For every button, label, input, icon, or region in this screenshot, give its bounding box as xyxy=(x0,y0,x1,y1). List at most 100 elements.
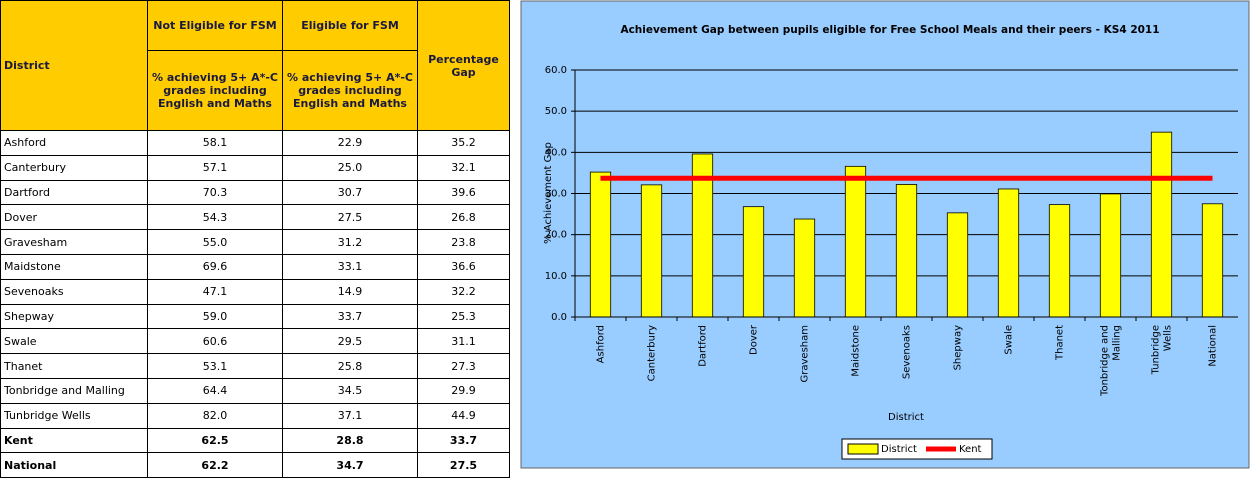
x-tick-label-line: Sevenoaks xyxy=(902,325,913,379)
bar xyxy=(946,212,969,318)
table-row: Canterbury 57.1 25.0 32.1 xyxy=(0,154,510,181)
bar xyxy=(895,184,918,318)
table-row: Dover 54.3 27.5 26.8 xyxy=(0,204,510,231)
table-cell: 53.1 xyxy=(147,353,283,379)
x-tick-label-line: Tunbridge xyxy=(1151,325,1162,375)
x-tick-label: Maidstone xyxy=(851,325,862,377)
table-row: Tonbridge and Malling 64.4 34.5 29.9 xyxy=(0,377,510,404)
bar xyxy=(997,188,1020,318)
x-tick-label-line: National xyxy=(1208,325,1219,367)
table-cell: 23.8 xyxy=(417,229,510,255)
table-row: Tunbridge Wells 82.0 37.1 44.9 xyxy=(0,402,510,429)
x-tick-label-line: Wells xyxy=(1163,325,1174,351)
table-cell: Dartford xyxy=(0,179,148,206)
header-measure: % achieving 5+ A*-C grades including Eng… xyxy=(282,50,418,131)
bar xyxy=(1201,203,1224,318)
y-tick-label: 40.0 xyxy=(545,147,567,158)
x-tick-label-line: Tonbridge and xyxy=(1100,325,1111,397)
x-tick-label-line: Shepway xyxy=(953,325,964,370)
table-cell: 69.6 xyxy=(147,253,283,280)
table-cell: 25.3 xyxy=(417,303,510,330)
bar xyxy=(793,218,816,318)
x-tick-label: Swale xyxy=(1004,325,1015,355)
y-tick-label: 20.0 xyxy=(545,230,567,241)
table-cell: 36.6 xyxy=(417,253,510,280)
table-cell: Gravesham xyxy=(0,229,148,255)
header-district: District xyxy=(0,0,148,131)
bar xyxy=(844,165,867,318)
bar xyxy=(640,184,663,318)
bar xyxy=(1099,193,1122,318)
table-row: Shepway 59.0 33.7 25.3 xyxy=(0,303,510,330)
x-tick-label: National xyxy=(1208,325,1219,367)
table-cell: 57.1 xyxy=(147,154,283,181)
x-tick-label: Tonbridge andMalling xyxy=(1100,325,1123,397)
table-cell: 31.1 xyxy=(417,328,510,355)
table-cell: 22.9 xyxy=(282,130,418,156)
y-tick-label: 10.0 xyxy=(545,271,567,282)
table-row: Thanet 53.1 25.8 27.3 xyxy=(0,353,510,379)
x-tick-label-line: Swale xyxy=(1004,325,1015,355)
table-cell: Thanet xyxy=(0,353,148,379)
table-cell: 32.1 xyxy=(417,154,510,181)
bar xyxy=(589,171,612,318)
chart-title: Achievement Gap between pupils eligible … xyxy=(620,24,1159,36)
y-tick-label: 30.0 xyxy=(545,189,567,200)
table-cell: Dover xyxy=(0,204,148,231)
x-tick-label-line: Canterbury xyxy=(647,325,658,381)
table-row: Ashford 58.1 22.9 35.2 xyxy=(0,130,510,156)
table-cell: 44.9 xyxy=(417,402,510,429)
x-tick-label: Dover xyxy=(749,324,760,355)
table-row: Gravesham 55.0 31.2 23.8 xyxy=(0,229,510,255)
table-cell: 28.8 xyxy=(282,427,418,454)
table-body: Ashford 58.1 22.9 35.2 Canterbury 57.1 25.0 32.… xyxy=(0,130,510,478)
table-cell: Sevenoaks xyxy=(0,278,148,305)
legend-label: District xyxy=(881,444,917,455)
header-gap: Percentage Gap xyxy=(417,0,510,131)
x-axis-label: District xyxy=(888,412,924,423)
bar xyxy=(742,206,765,318)
table-cell: 82.0 xyxy=(147,402,283,429)
bar xyxy=(1150,131,1173,318)
y-axis-label: % Achievement Gap xyxy=(543,142,554,244)
table-row: Maidstone 69.6 33.1 36.6 xyxy=(0,253,510,280)
table-cell: Canterbury xyxy=(0,154,148,181)
x-tick-label: Dartford xyxy=(698,325,709,367)
table-cell: 37.1 xyxy=(282,402,418,429)
table-cell: 29.9 xyxy=(417,377,510,404)
table-cell: 27.3 xyxy=(417,353,510,379)
table-cell: Tonbridge and Malling xyxy=(0,377,148,404)
x-tick-label-line: Thanet xyxy=(1055,325,1066,361)
header-measure: % achieving 5+ A*-C grades including Eng… xyxy=(147,50,283,131)
x-tick-label: Thanet xyxy=(1055,325,1066,361)
table-cell: 35.2 xyxy=(417,130,510,156)
legend-box xyxy=(841,438,993,460)
y-tick-label: 0.0 xyxy=(551,312,567,323)
y-tick-label: 60.0 xyxy=(545,65,567,76)
x-tick-label-line: Dartford xyxy=(698,325,709,367)
data-table: District Not Eligible for FSM Eligible f… xyxy=(0,0,510,478)
table-cell: 34.5 xyxy=(282,377,418,404)
x-tick-label-line: Gravesham xyxy=(800,325,811,382)
x-tick-label-line: Malling xyxy=(1112,325,1123,361)
table-row: Kent 62.5 28.8 33.7 xyxy=(0,427,510,454)
bar xyxy=(1048,204,1071,318)
x-tick-label: Sevenoaks xyxy=(902,325,913,379)
x-tick-label: Canterbury xyxy=(647,325,658,381)
x-tick-label: TunbridgeWells xyxy=(1151,325,1174,375)
legend-swatch xyxy=(847,443,879,455)
table-cell: Swale xyxy=(0,328,148,355)
table-cell: 62.5 xyxy=(147,427,283,454)
x-tick-label: Ashford xyxy=(596,325,607,363)
x-tick-label: Gravesham xyxy=(800,325,811,382)
x-tick-label-line: Ashford xyxy=(596,325,607,363)
table-cell: Shepway xyxy=(0,303,148,330)
table-cell: 59.0 xyxy=(147,303,283,330)
x-tick-label-line: Dover xyxy=(749,324,760,355)
x-tick-label: Shepway xyxy=(953,325,964,370)
x-tick-label-line: Maidstone xyxy=(851,325,862,377)
y-tick-label: 50.0 xyxy=(545,106,567,117)
legend-label: Kent xyxy=(959,444,982,455)
